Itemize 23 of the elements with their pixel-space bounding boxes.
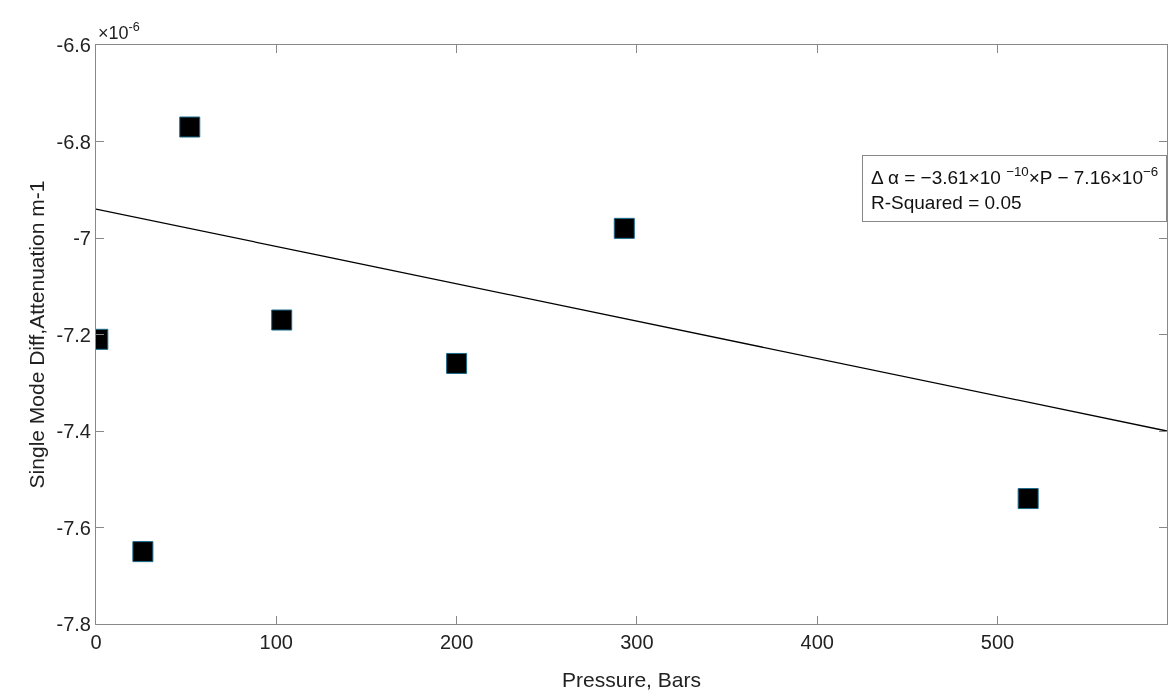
x-tick-label: 500 — [980, 631, 1015, 653]
y-tick-label: -7.2 — [56, 323, 91, 346]
y-axis-title: Single Mode Diff,Attenuation m-1 — [25, 180, 48, 489]
y-tick-label: -7.8 — [56, 613, 91, 635]
point — [1017, 488, 1039, 510]
x-tick-label: 200 — [439, 631, 474, 653]
text: Δ α = −3.61×10 $^{−10}$×P − 7.16×10$^{−6}$ R-Squared = 0.05 — [871, 164, 1159, 213]
x-axis-title: Pressure, Bars — [562, 668, 701, 691]
point — [613, 217, 635, 239]
y-tick-label: -7 — [73, 227, 91, 249]
x-tick-label: 400 — [800, 631, 834, 653]
x-tick-label: 0 — [90, 631, 102, 653]
x-tick-label: 300 — [620, 631, 654, 653]
point — [179, 116, 201, 138]
y-tick-label: -6.8 — [56, 130, 91, 153]
point — [271, 309, 293, 331]
y-tick-label: -7.4 — [56, 420, 91, 442]
x-tick-label: 100 — [259, 631, 293, 653]
y-tick-label: -6.6 — [56, 34, 91, 56]
y-tick-label: -7.6 — [56, 516, 91, 539]
point — [446, 352, 468, 374]
point — [132, 541, 154, 563]
text: ×10$^{-6}$ — [98, 20, 140, 43]
